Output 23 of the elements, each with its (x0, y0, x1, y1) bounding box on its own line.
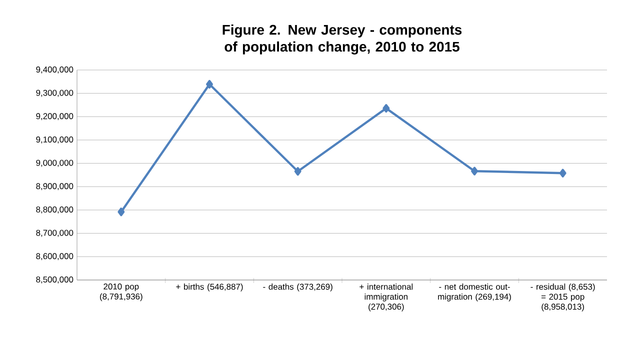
y-tick-label: 9,000,000 (36, 160, 74, 167)
point (471, 166, 478, 176)
x-tick-label: + international immigration (270,306) (360, 284, 413, 312)
y-tick-label: 9,300,000 (36, 90, 74, 97)
x-tick-label: - residual (8,653) = 2015 pop (8,958,013) (530, 284, 595, 312)
point (206, 80, 213, 89)
y-tick-label: 9,200,000 (36, 113, 74, 120)
y-tick-label: 8,900,000 (36, 183, 74, 190)
y-tick-label: 8,700,000 (36, 230, 74, 237)
y-tick-label: 8,800,000 (36, 206, 74, 214)
y-tick-label: 9,100,000 (36, 136, 74, 144)
point (559, 168, 566, 178)
y-tick-label: 9,400,000 (36, 66, 74, 74)
point (294, 167, 302, 176)
x-tick-label: - deaths (373,269) (263, 284, 332, 292)
x-tick-label: 2010 pop (8,791,936) (100, 284, 142, 302)
point (382, 104, 390, 113)
y-tick-label: 8,600,000 (36, 253, 74, 260)
point (118, 208, 125, 216)
x-tick-label: - net domestic out-migration (269,194) (438, 284, 511, 302)
x-tick-label: + births (546,887) (176, 284, 243, 292)
y-tick-label: 8,500,000 (36, 276, 74, 284)
chart-title: Figure 2. New Jersey - components of population change, 2010 to 2015 (222, 24, 462, 54)
